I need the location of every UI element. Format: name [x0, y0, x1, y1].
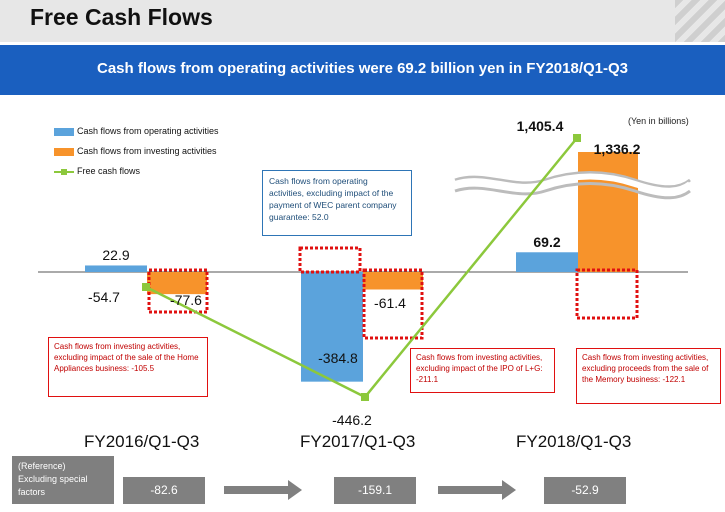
- legend-operating-swatch: [54, 127, 74, 136]
- operating-label-0: 22.9: [102, 247, 129, 263]
- fcf-label-0: -54.7: [88, 289, 120, 305]
- reference-value-fy2016: -82.6: [123, 477, 205, 504]
- legend-fcf: Free cash flows: [54, 166, 140, 176]
- title-decoration: [675, 0, 725, 42]
- fcf-point-1: [361, 393, 369, 401]
- axis-break: [454, 171, 692, 200]
- fcf-label-2: 1,405.4: [517, 118, 564, 134]
- title-bar: Free Cash Flows: [0, 0, 725, 42]
- legend-fcf-label: Free cash flows: [77, 166, 141, 176]
- investing-label-2: 1,336.2: [594, 141, 641, 157]
- investing-label-0: -77.6: [170, 292, 202, 308]
- fcf-point-0: [142, 283, 150, 291]
- page-title: Free Cash Flows: [30, 4, 213, 30]
- axis-break-gap: [454, 173, 692, 194]
- note-fy2016: Cash flows from investing activities, ex…: [48, 337, 208, 397]
- reference-value-fy2018: -52.9: [544, 477, 626, 504]
- period-fy2018: FY2018/Q1-Q3: [516, 432, 632, 451]
- legend-operating: Cash flows from operating activities: [54, 126, 219, 136]
- operating-bar-2: [516, 252, 578, 272]
- reference-value-fy2017: -159.1: [334, 477, 416, 504]
- special-factor-box-1: [298, 246, 362, 274]
- reference-label-text: (Reference) Excluding special factors: [18, 461, 88, 497]
- fcf-label-1: -446.2: [332, 412, 372, 428]
- reference-label: (Reference) Excluding special factors: [12, 456, 114, 504]
- subtitle-bar: Cash flows from operating activities wer…: [0, 45, 725, 95]
- operating-callout: Cash flows from operating activities, ex…: [262, 170, 412, 236]
- fcf-point-2: [573, 134, 581, 142]
- axis-break-line-1: [454, 182, 691, 200]
- period-fy2016: FY2016/Q1-Q3: [84, 432, 200, 451]
- operating-label-1: -384.8: [318, 350, 358, 366]
- legend-investing: Cash flows from investing activities: [54, 146, 217, 156]
- investing-label-1: -61.4: [374, 295, 406, 311]
- legend-investing-label: Cash flows from investing activities: [77, 146, 217, 156]
- operating-bar-1: [301, 272, 363, 382]
- investing-bar-1: [363, 272, 423, 290]
- axis-break-line-0: [454, 171, 691, 189]
- period-fy2017: FY2017/Q1-Q3: [300, 432, 416, 451]
- legend-investing-swatch: [54, 147, 74, 156]
- operating-bar-0: [85, 265, 147, 272]
- special-factor-box-3: [575, 268, 639, 320]
- investing-bar-2: [578, 152, 638, 272]
- special-factor-box-2: [362, 268, 424, 340]
- note-fy2017: Cash flows from investing activities, ex…: [410, 348, 555, 393]
- legend-operating-label: Cash flows from operating activities: [77, 126, 219, 136]
- investing-bar-0: [147, 272, 207, 295]
- legend-fcf-swatch: [54, 168, 74, 175]
- unit-label: (Yen in billions): [628, 116, 689, 126]
- page-subtitle: Cash flows from operating activities wer…: [97, 60, 628, 77]
- operating-label-2: 69.2: [533, 234, 560, 250]
- note-fy2018: Cash flows from investing activities, ex…: [576, 348, 721, 404]
